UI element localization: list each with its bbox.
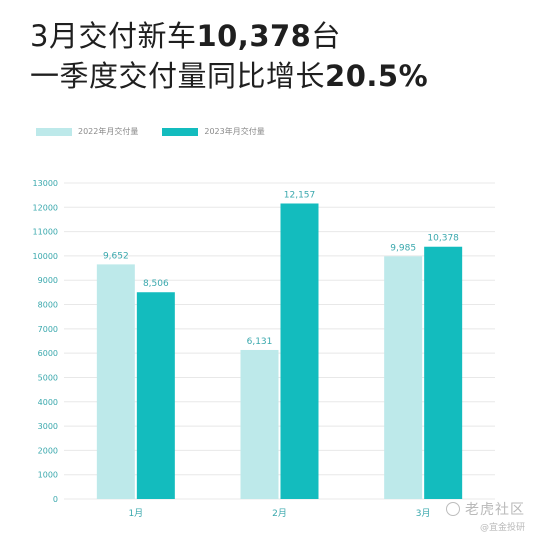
data-label: 12,157 [284,190,316,200]
watermark-handle: @宜金投研 [479,523,525,533]
bar-2022 [240,349,279,499]
headline-1-value: 10,378 [196,19,312,53]
headline-2-prefix: 一季度交付量同比增长 [30,59,326,93]
data-label: 10,378 [427,234,459,244]
legend-item-2022: 2022年月交付量 [36,126,138,137]
data-label: 9,985 [390,243,416,253]
legend-item-2023: 2023年月交付量 [162,126,265,137]
headline-1-suffix: 台 [311,19,341,53]
y-tick-label: 6000 [38,349,58,358]
data-label: 9,652 [103,251,129,261]
watermark-brand: 老虎社区 [446,499,525,519]
y-tick-label: 1000 [38,471,58,480]
x-tick-label: 2月 [272,508,287,519]
headline-2-value: 20.5% [325,59,429,93]
bar-2022 [96,264,135,499]
bar-2023 [424,246,463,499]
legend-label-2023: 2023年月交付量 [204,127,265,136]
legend-swatch-2023 [162,127,199,136]
y-tick-label: 10000 [33,252,58,261]
data-label: 6,131 [247,337,273,347]
y-tick-label: 0 [53,495,58,504]
y-tick-label: 5000 [38,373,58,382]
y-tick-label: 9000 [38,276,58,285]
bar-2023 [136,292,175,499]
x-tick-label: 3月 [416,508,431,519]
x-tick-label: 1月 [128,508,143,519]
y-tick-label: 7000 [38,325,58,334]
headline-1-prefix: 3月交付新车 [30,19,197,53]
y-tick-label: 4000 [38,398,58,407]
chart-legend: 2022年月交付量 2023年月交付量 [36,126,289,137]
y-tick-label: 3000 [38,422,58,431]
y-tick-label: 11000 [33,228,58,237]
legend-swatch-2022 [36,127,72,136]
bar-2023 [280,203,319,499]
tiger-logo-icon [446,502,460,516]
y-tick-label: 2000 [38,446,58,455]
headline-line-1: 3月交付新车10,378台 [30,18,341,54]
y-tick-label: 8000 [38,301,58,310]
y-tick-label: 13000 [33,179,58,188]
bar-2022 [384,256,423,499]
watermark-brand-text: 老虎社区 [465,502,525,518]
headline-line-2: 一季度交付量同比增长20.5% [30,58,428,94]
legend-label-2022: 2022年月交付量 [78,127,139,136]
data-label: 8,506 [143,279,169,289]
y-tick-label: 12000 [33,203,58,212]
